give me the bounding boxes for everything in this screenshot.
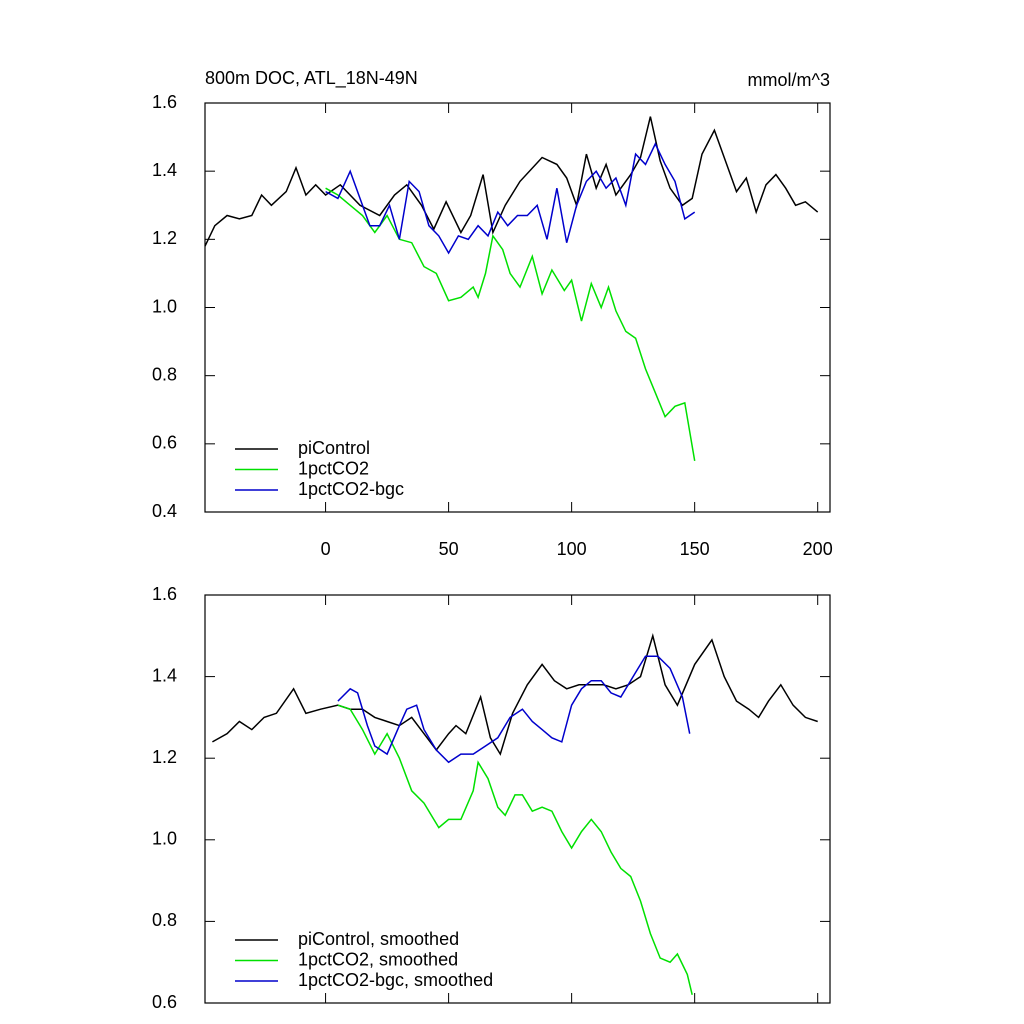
x-tick-label: 200 [803,539,833,559]
series-line [204,116,819,247]
series-line [337,704,693,995]
y-tick-label: 1.4 [152,160,177,180]
series-line [337,655,691,764]
y-tick-label: 1.6 [152,92,177,112]
legend-label: 1pctCO2, smoothed [298,949,458,969]
legend-label: 1pctCO2-bgc [298,479,404,499]
y-tick-label: 1.2 [152,228,177,248]
plot-frame [204,594,831,1004]
series-line [212,632,818,756]
series-line [325,187,696,462]
y-tick-label: 0.6 [152,433,177,453]
x-tick-label: 50 [439,539,459,559]
y-tick-label: 1.6 [152,584,177,604]
y-tick-label: 0.4 [152,501,177,521]
x-tick-label: 0 [321,539,331,559]
legend-label: piControl [298,438,370,458]
y-tick-label: 0.8 [152,910,177,930]
x-tick-label: 100 [557,539,587,559]
y-tick-label: 0.8 [152,364,177,384]
y-tick-label: 1.4 [152,665,177,685]
y-tick-label: 1.0 [152,829,177,849]
y-tick-label: 1.0 [152,296,177,316]
legend-label: 1pctCO2 [298,458,369,478]
legend-label: piControl, smoothed [298,929,459,949]
chart-title: 800m DOC, ATL_18N-49N [205,68,418,89]
series-line [325,142,696,255]
units-label: mmol/m^3 [748,70,830,90]
y-tick-label: 1.2 [152,747,177,767]
y-tick-label: 0.6 [152,992,177,1012]
x-tick-label: 150 [680,539,710,559]
legend-label: 1pctCO2-bgc, smoothed [298,970,493,990]
